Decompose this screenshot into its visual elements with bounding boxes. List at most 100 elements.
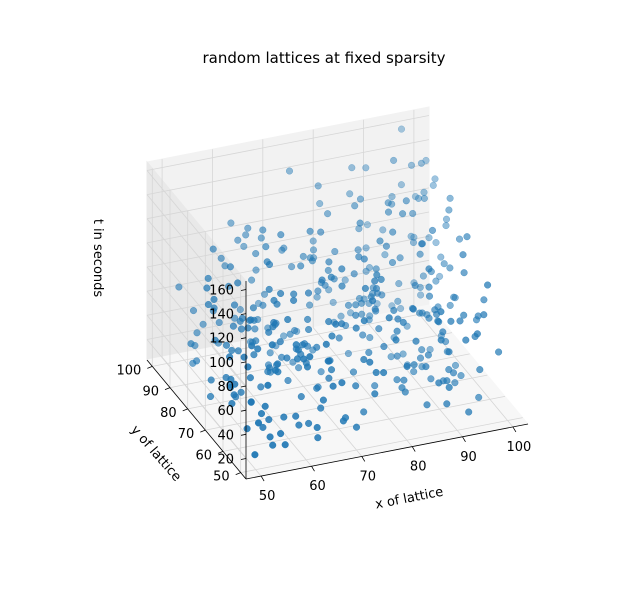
grid-line-z: [146, 139, 430, 195]
data-point: [262, 243, 270, 251]
data-point: [362, 164, 370, 172]
z-tick-mark: [240, 385, 247, 388]
data-point: [360, 355, 368, 364]
data-point: [372, 368, 380, 377]
data-point: [410, 233, 418, 241]
z-tick-label: 60: [217, 404, 234, 419]
data-point: [189, 307, 198, 315]
data-point: [299, 252, 307, 260]
data-point: [308, 257, 316, 265]
data-point: [238, 314, 246, 322]
data-point: [204, 300, 212, 309]
z-tick-mark: [240, 409, 247, 412]
y-tick-mark: [217, 451, 224, 454]
grid-line-z: [146, 187, 430, 244]
y-tick-mark: [235, 472, 241, 475]
data-point: [329, 298, 337, 306]
data-point: [397, 125, 406, 133]
data-point: [371, 277, 379, 285]
data-point: [207, 376, 215, 384]
data-point: [226, 353, 234, 361]
x-tick-mark: [462, 436, 466, 443]
data-point: [437, 308, 445, 316]
data-point: [403, 362, 411, 370]
data-point: [416, 250, 424, 258]
data-point: [303, 363, 312, 371]
data-point: [325, 318, 333, 326]
data-point: [175, 283, 183, 291]
data-point: [422, 363, 430, 371]
grid-line-z: [146, 194, 247, 314]
data-point: [425, 283, 433, 291]
z-tick-mark: [240, 361, 247, 364]
z-tick-mark: [240, 458, 247, 460]
data-point: [437, 253, 445, 261]
z-tick-mark: [240, 313, 247, 315]
data-point: [314, 182, 322, 190]
data-point: [203, 284, 211, 292]
data-point: [363, 221, 371, 229]
data-point: [228, 346, 236, 354]
data-point: [332, 320, 340, 328]
data-point: [400, 376, 408, 384]
data-point: [480, 296, 488, 304]
data-point: [371, 382, 379, 390]
grid-line-z: [146, 235, 430, 292]
data-point: [251, 451, 259, 459]
data-point: [280, 244, 288, 252]
data-point: [322, 340, 330, 348]
data-point: [297, 262, 305, 270]
data-point: [231, 314, 239, 322]
data-point: [440, 260, 448, 268]
x-tick-label: 50: [259, 489, 276, 504]
data-point: [429, 181, 437, 189]
x-tick-label: 70: [360, 469, 377, 484]
data-point: [475, 393, 483, 401]
data-point: [362, 267, 370, 275]
x-tick-mark: [361, 456, 366, 462]
x-axis-line: [245, 423, 529, 480]
data-point: [248, 276, 256, 284]
data-point: [410, 361, 418, 369]
data-point: [222, 341, 231, 349]
data-point: [348, 164, 356, 172]
z-tick-label: 160: [209, 284, 234, 299]
data-point: [384, 199, 392, 207]
data-point: [248, 342, 256, 350]
data-point: [277, 231, 285, 239]
y-tick-label: 60: [195, 448, 212, 463]
z-tick-label: 120: [209, 332, 234, 347]
data-point: [319, 396, 327, 404]
data-point: [399, 350, 407, 358]
data-point: [369, 297, 377, 305]
data-point: [460, 269, 468, 277]
data-point: [443, 377, 451, 385]
y-tick-label: 100: [116, 363, 141, 378]
data-point: [411, 281, 419, 290]
y-tick-label: 70: [178, 427, 195, 442]
data-point: [335, 334, 343, 342]
grid-line-z: [146, 315, 247, 435]
data-point: [249, 304, 257, 312]
data-point: [313, 293, 321, 301]
data-point: [204, 274, 212, 282]
grid-line-z: [146, 115, 430, 171]
data-point: [377, 275, 385, 283]
data-point: [358, 299, 366, 307]
data-point: [227, 375, 235, 383]
data-point: [344, 301, 353, 309]
data-point: [290, 296, 298, 304]
data-point: [394, 297, 402, 305]
data-point: [407, 232, 415, 240]
data-point: [434, 317, 442, 325]
data-point: [455, 235, 464, 243]
data-point: [230, 391, 238, 399]
data-point: [456, 317, 464, 325]
data-point: [387, 353, 395, 361]
data-point: [277, 289, 285, 298]
data-point: [375, 325, 383, 333]
data-point: [352, 382, 360, 390]
data-point: [247, 316, 255, 324]
data-point: [425, 292, 434, 300]
data-point: [210, 304, 218, 312]
